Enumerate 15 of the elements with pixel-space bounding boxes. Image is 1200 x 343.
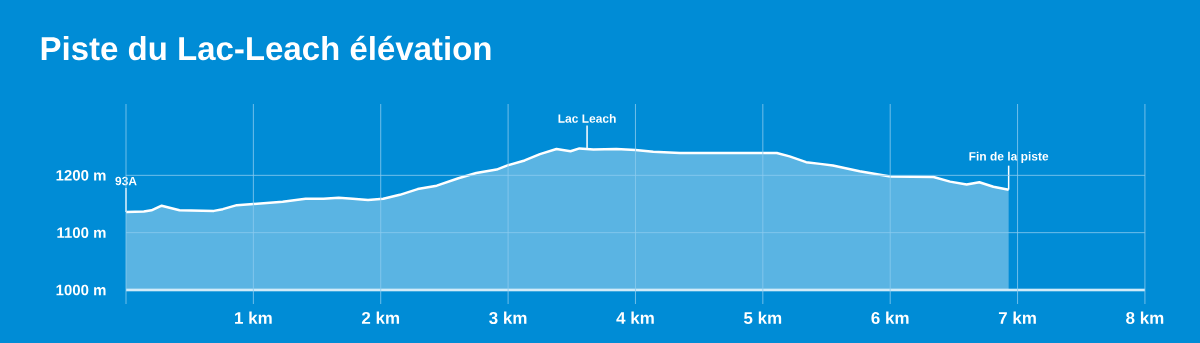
x-tick-label: 2 km bbox=[361, 311, 400, 324]
y-tick-label: 1000 m bbox=[56, 284, 106, 296]
x-tick-label: 7 km bbox=[998, 311, 1036, 324]
chart-title: Piste du Lac-Leach élévation bbox=[41, 35, 491, 61]
y-tick-label: 1200 m bbox=[56, 170, 106, 181]
x-tick-label: 3 km bbox=[489, 311, 527, 325]
x-tick-label: 5 km bbox=[743, 311, 782, 325]
x-tick-label: 6 km bbox=[871, 311, 909, 325]
annotation: Lac Leach bbox=[558, 113, 616, 123]
x-tick-label: 8 km bbox=[1126, 311, 1164, 325]
annotation: Fin de la piste bbox=[969, 151, 1049, 163]
x-tick-label: 4 km bbox=[616, 311, 654, 324]
x-tick-label: 1 km bbox=[235, 311, 272, 324]
y-tick-label: 1100 m bbox=[57, 227, 106, 238]
annotation: 93A bbox=[115, 176, 137, 186]
